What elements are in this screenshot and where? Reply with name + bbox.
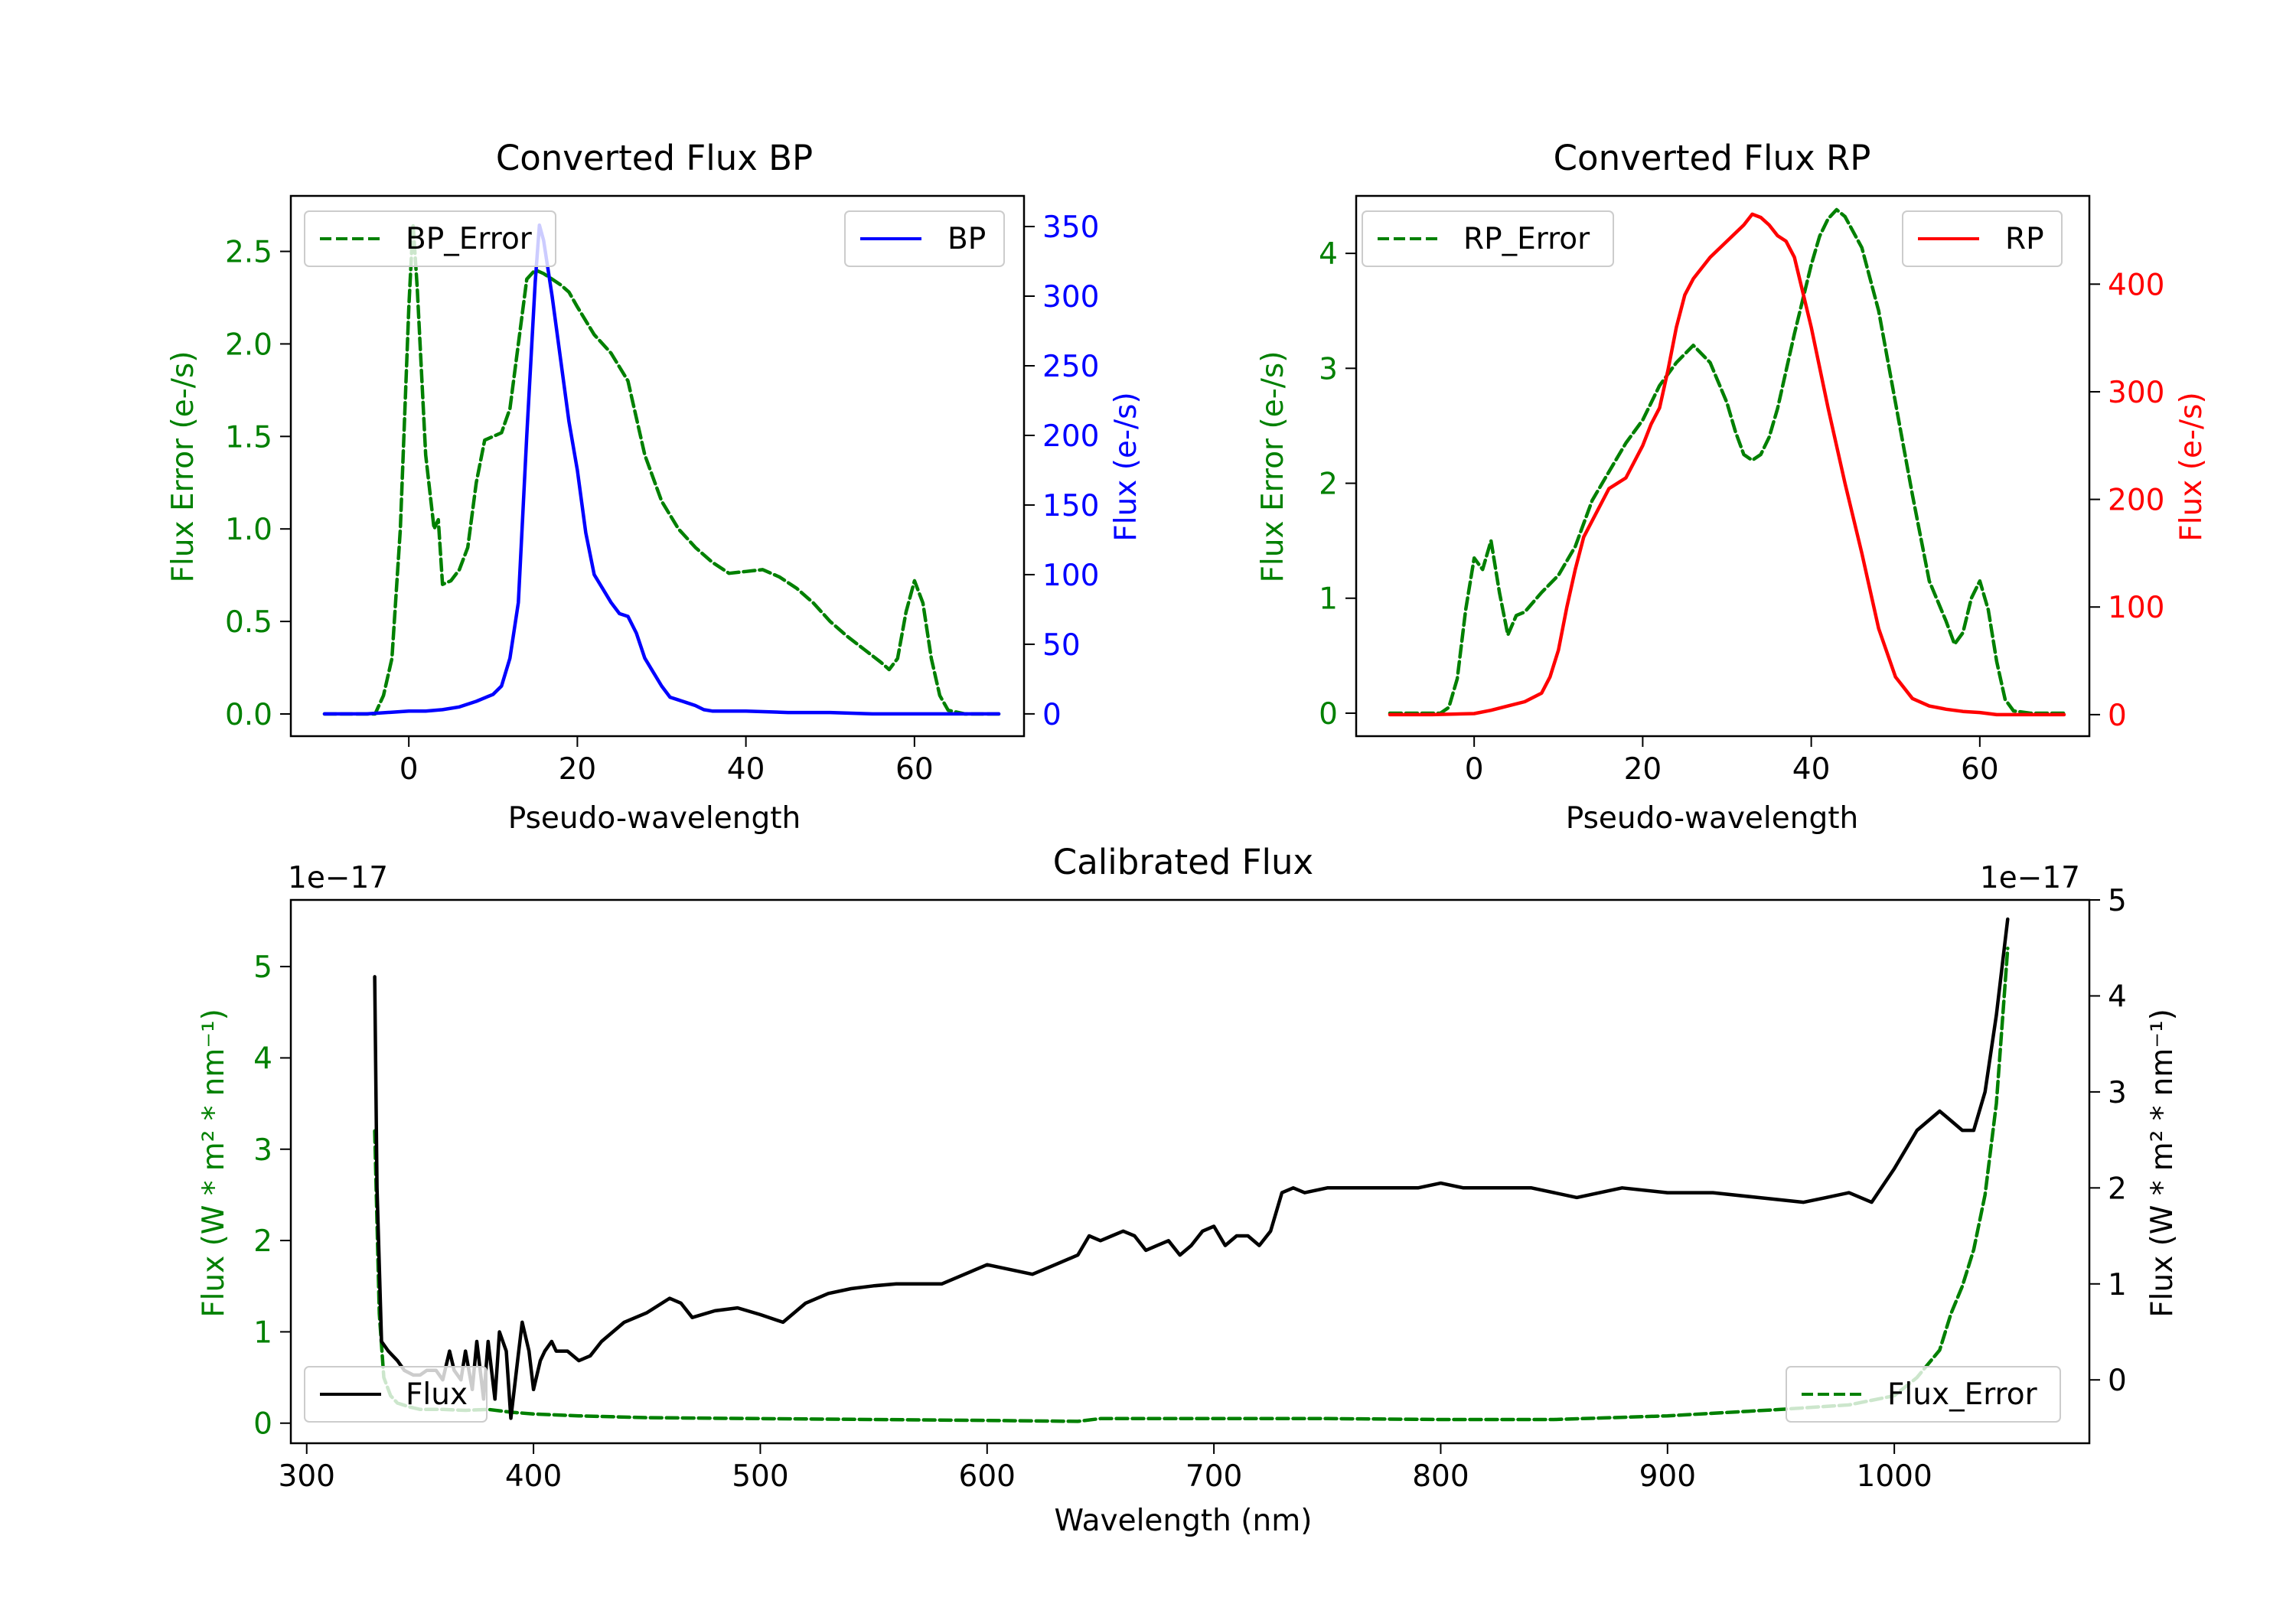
rp-x-tick-label: 20: [1624, 752, 1662, 787]
cal-flux-error-legend-box: [1786, 1366, 2061, 1423]
bp-x-tick-label: 60: [895, 752, 934, 787]
bp-x-tick-label: 40: [727, 752, 765, 787]
cal-left-y-tick-label: 2: [253, 1224, 272, 1259]
cal-plot-area: 300 400 500 600 700 800 900 1000 0 1 2 3 4 5 0 1 2 3 4 5: [253, 884, 2127, 1494]
cal-right-offset-label: 1e−17: [1980, 861, 2080, 895]
rp-error-legend-label: RP_Error: [1463, 222, 1590, 256]
bp-right-y-tick-label: 50: [1042, 628, 1081, 663]
bp-plot-area: 0 20 40 60 0.0 0.5 1.0 1.5 2.0 2.5 0 50 100 150 200 250…: [225, 194, 1099, 787]
rp-series-rp: [1388, 212, 2066, 717]
rp-left-y-tick-label: 2: [1319, 468, 1338, 502]
bp-right-y-tick-label: 250: [1042, 350, 1099, 384]
rp-left-y-tick-label: 3: [1319, 352, 1338, 386]
bp-right-y-tick-label: 300: [1042, 280, 1099, 315]
rp-error-legend: RP_Error: [1362, 210, 1614, 267]
bp-legend: BP: [844, 210, 1005, 267]
cal-x-tick-label: 300: [279, 1459, 335, 1494]
cal-flux-legend-box: [304, 1366, 488, 1423]
rp-right-axis-label: Flux (e-/s): [2174, 392, 2209, 541]
bp-x-tick-label: 20: [559, 752, 597, 787]
rp-left-y-tick-label: 4: [1319, 237, 1338, 272]
bp-left-y-tick-label: 0.0: [225, 698, 272, 732]
cal-plot-frame: [289, 898, 2091, 1445]
cal-right-axis-label: Flux (W * m² * nm⁻¹): [2145, 1009, 2180, 1318]
bp-left-y-tick-label: 0.5: [225, 605, 272, 640]
cal-left-y-tick-label: 0: [253, 1407, 272, 1442]
cal-flux-legend: Flux: [304, 1366, 488, 1423]
bp-x-axis-label: Pseudo-wavelength: [508, 801, 801, 836]
cal-right-y-tick-label: 1: [2108, 1268, 2127, 1302]
bp-error-legend-label: BP_Error: [406, 222, 533, 256]
cal-right-y-tick-label: 5: [2108, 884, 2127, 918]
cal-x-tick-label: 400: [505, 1459, 562, 1494]
bp-left-y-tick-label: 1.5: [225, 420, 272, 455]
bp-panel: Converted Flux BP Pseudo-wavelength Flux…: [166, 138, 1143, 836]
cal-left-y-tick-label: 1: [253, 1315, 272, 1350]
rp-legend-label: RP: [2005, 222, 2044, 256]
cal-flux-error-legend-label: Flux_Error: [1887, 1377, 2038, 1412]
cal-x-tick-label: 600: [959, 1459, 1016, 1494]
bp-right-y-tick-label: 0: [1042, 698, 1062, 732]
bp-plot-frame: [289, 194, 1026, 738]
bp-right-y-tick-label: 350: [1042, 210, 1099, 245]
bp-left-axis-label: Flux Error (e-/s): [166, 351, 201, 583]
cal-left-axis-label: Flux (W * m² * nm⁻¹): [197, 1009, 231, 1318]
bp-series-bp: [322, 223, 1001, 716]
bp-right-axis-label: Flux (e-/s): [1109, 392, 1143, 541]
rp-right-y-tick-label: 400: [2108, 268, 2164, 302]
rp-left-y-tick-label: 0: [1319, 697, 1338, 732]
rp-left-y-tick-label: 1: [1319, 582, 1338, 617]
bp-right-y-tick-label: 200: [1042, 419, 1099, 454]
rp-right-y-tick-label: 100: [2108, 591, 2164, 625]
bp-left-y-tick-label: 2.5: [225, 236, 272, 270]
rp-x-tick-label: 40: [1792, 752, 1831, 787]
bp-left-y-tick-label: 1.0: [225, 513, 272, 547]
cal-right-y-tick-label: 0: [2108, 1364, 2127, 1398]
cal-right-y-tick-label: 3: [2108, 1076, 2127, 1110]
bp-right-y-tick-label: 150: [1042, 489, 1099, 523]
bp-legend-box: [844, 210, 1005, 267]
cal-left-offset-label: 1e−17: [288, 861, 388, 895]
cal-left-y-tick-label: 4: [253, 1041, 272, 1076]
rp-right-y-tick-label: 0: [2108, 699, 2127, 733]
bp-error-legend-box: [304, 210, 556, 267]
rp-left-axis-label: Flux Error (e-/s): [1256, 351, 1290, 583]
bp-left-y-tick-label: 2.0: [225, 328, 272, 362]
bp-right-y-tick-label: 100: [1042, 559, 1099, 593]
rp-title: Converted Flux RP: [1554, 138, 1871, 178]
cal-right-y-tick-label: 4: [2108, 980, 2127, 1014]
cal-series-flux: [373, 917, 2010, 1420]
rp-panel: Converted Flux RP Pseudo-wavelength Flux…: [1256, 138, 2209, 836]
rp-x-tick-label: 0: [1465, 752, 1484, 787]
cal-flux-error-legend: Flux_Error: [1786, 1366, 2061, 1423]
rp-legend-box: [1902, 210, 2063, 267]
cal-x-axis-label: Wavelength (nm): [1055, 1504, 1313, 1538]
cal-x-tick-label: 700: [1186, 1459, 1242, 1494]
cal-left-y-tick-label: 5: [253, 950, 272, 985]
rp-series-rp-error: [1388, 207, 2066, 715]
bp-legend-label: BP: [947, 222, 986, 256]
cal-panel: Calibrated Flux Wavelength (nm) Flux (W …: [197, 842, 2180, 1538]
cal-x-tick-label: 800: [1412, 1459, 1469, 1494]
rp-error-legend-box: [1362, 210, 1614, 267]
bp-title: Converted Flux BP: [496, 138, 813, 178]
rp-plot-frame: [1355, 194, 2091, 738]
rp-legend: RP: [1902, 210, 2063, 267]
rp-x-tick-label: 60: [1961, 752, 1999, 787]
rp-right-y-tick-label: 300: [2108, 376, 2164, 410]
cal-flux-legend-label: Flux: [406, 1377, 468, 1412]
cal-left-y-tick-label: 3: [253, 1133, 272, 1168]
bp-error-legend: BP_Error: [304, 210, 556, 267]
cal-right-y-tick-label: 2: [2108, 1172, 2127, 1206]
rp-right-y-tick-label: 200: [2108, 484, 2164, 518]
cal-x-tick-label: 500: [732, 1459, 788, 1494]
cal-x-tick-label: 1000: [1857, 1459, 1932, 1494]
cal-x-tick-label: 900: [1639, 1459, 1696, 1494]
bp-series-bp-error: [322, 222, 1001, 716]
rp-x-axis-label: Pseudo-wavelength: [1566, 801, 1858, 836]
cal-title: Calibrated Flux: [1053, 842, 1313, 882]
bp-x-tick-label: 0: [400, 752, 419, 787]
